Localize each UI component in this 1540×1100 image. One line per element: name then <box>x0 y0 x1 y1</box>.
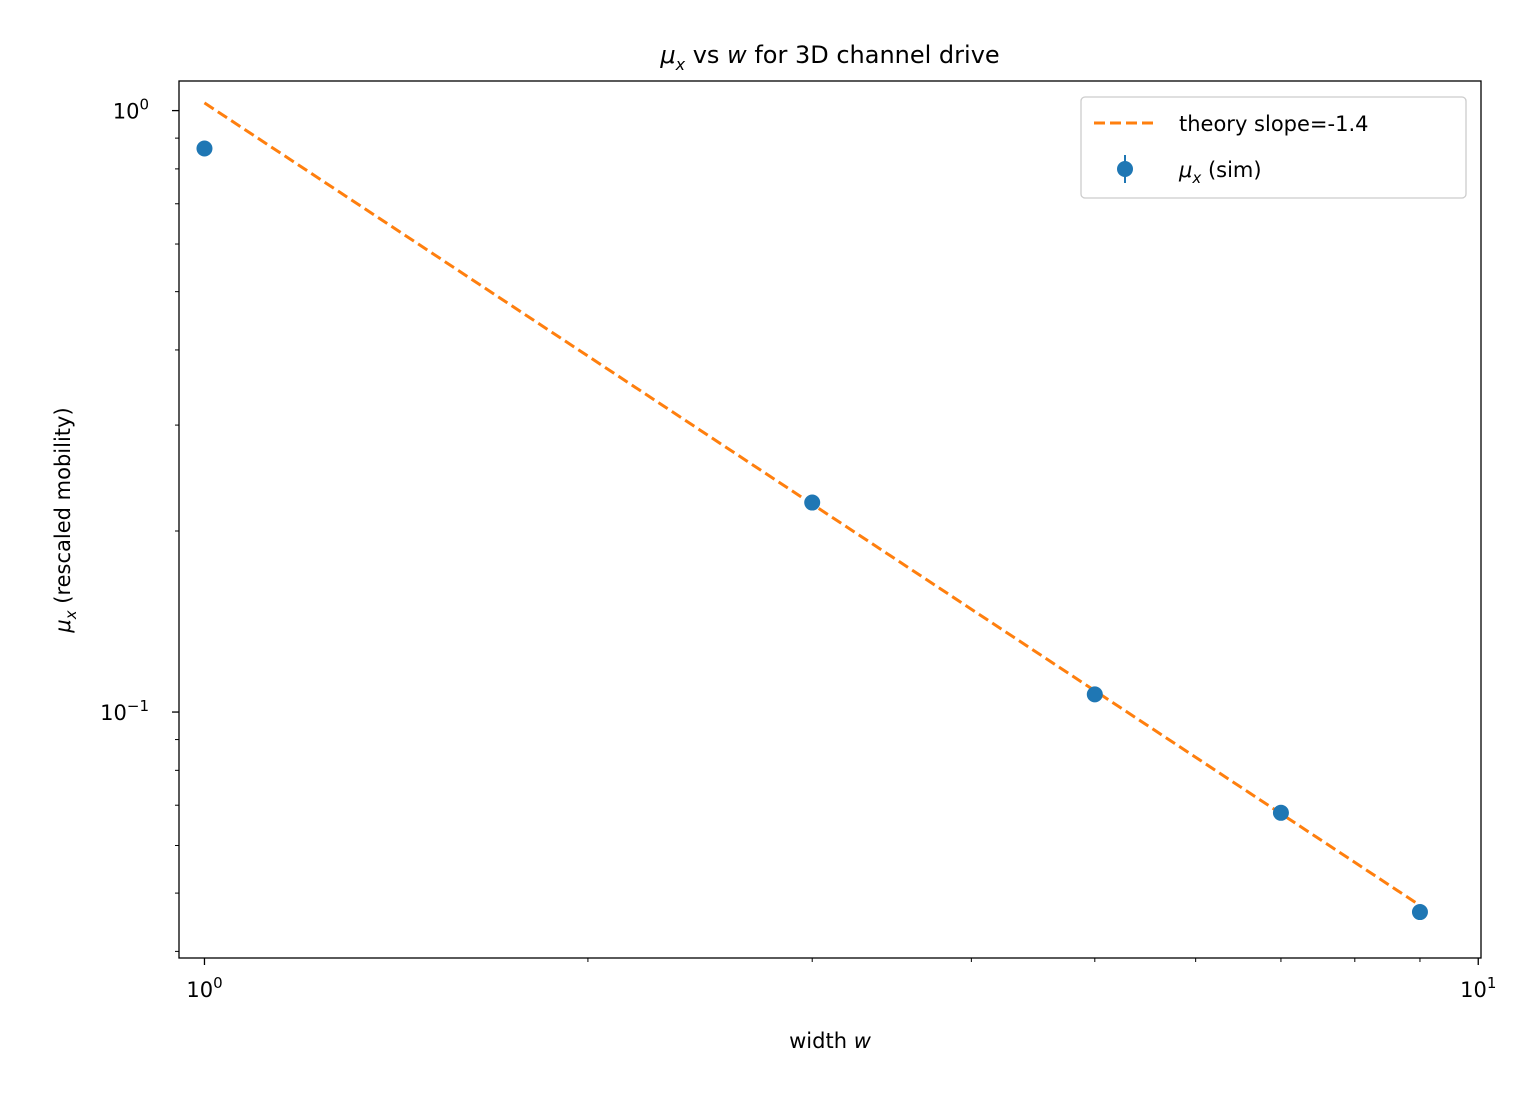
sim-point <box>1411 904 1428 921</box>
sim-point <box>1086 686 1103 703</box>
legend-sim-label: μx (sim) <box>1178 158 1262 187</box>
y-tick-label: 10−1 <box>100 697 149 725</box>
sim-point <box>804 494 821 511</box>
sim-point <box>196 140 213 157</box>
sim-point <box>1272 804 1289 821</box>
x-axis-ticks: 100 101 <box>186 958 1496 1002</box>
x-tick-label: 101 <box>1460 974 1496 1002</box>
legend-box <box>1080 96 1467 199</box>
y-axis-label: μx (rescaled mobility) <box>51 407 80 633</box>
x-axis-label: width w <box>789 1029 872 1053</box>
y-tick-label: 100 <box>113 96 149 124</box>
sim-points <box>196 140 1428 921</box>
y-axis-ticks: 10−1 100 <box>100 96 179 952</box>
legend-theory-label: theory slope=-1.4 <box>1179 112 1369 136</box>
legend-sim-swatch <box>1117 161 1133 177</box>
chart-title: μx vs w for 3D channel drive <box>659 41 999 74</box>
legend: theory slope=-1.4 μx (sim) <box>1080 96 1467 199</box>
x-tick-label: 100 <box>186 974 222 1002</box>
plot-area <box>178 80 1482 959</box>
